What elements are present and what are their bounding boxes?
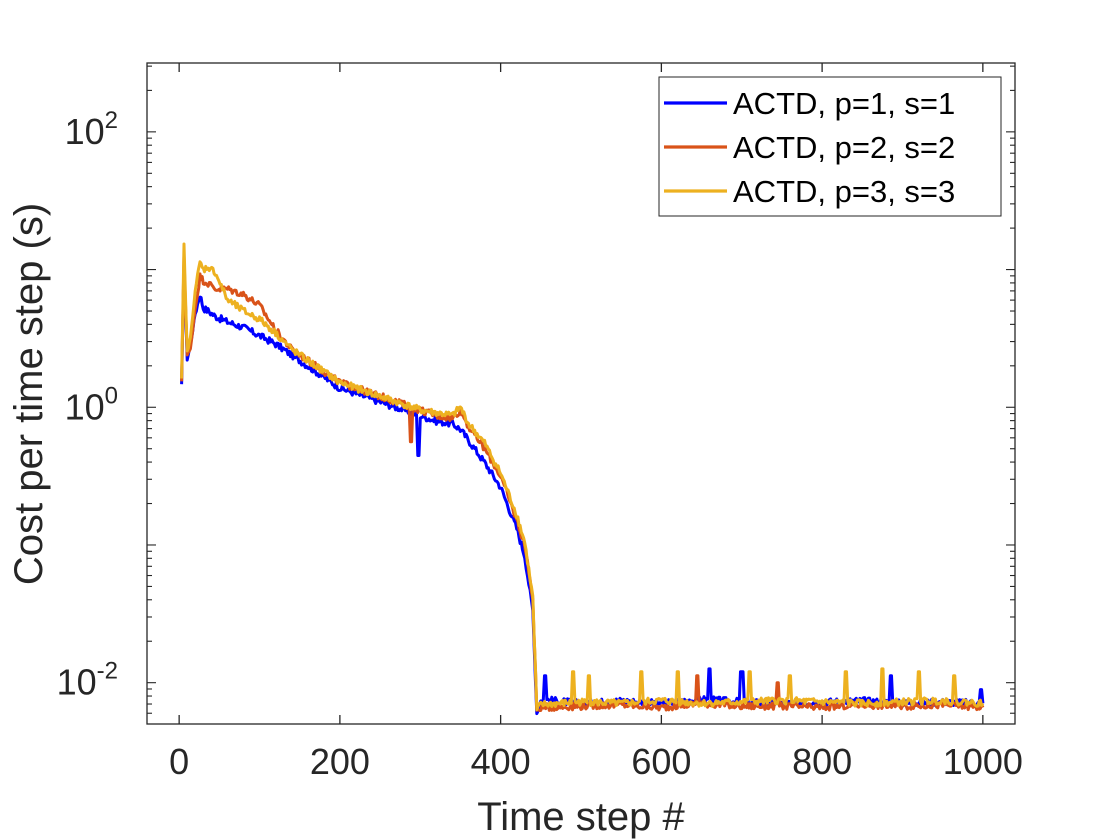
x-tick-label: 600: [631, 741, 691, 782]
x-tick-label: 1000: [943, 741, 1023, 782]
legend-label-2: ACTD, p=2, s=2: [733, 130, 955, 165]
y-tick-base: 10: [65, 386, 105, 427]
x-axis: 0 200 400 600 800 1000: [169, 63, 1023, 782]
y-tick-exponent: 0: [105, 382, 118, 409]
series-line-3: [180, 242, 985, 712]
x-tick-label: 800: [792, 741, 852, 782]
y-axis-label: Cost per time step (s): [7, 203, 51, 585]
y-tick-label: 10-2: [57, 658, 118, 703]
x-tick-label: 200: [310, 741, 370, 782]
y-tick-exponent: -2: [97, 658, 118, 685]
y-tick-label: 100: [65, 382, 118, 427]
x-tick-label: 400: [471, 741, 531, 782]
legend-label-1: ACTD, p=1, s=1: [733, 86, 955, 121]
y-tick-base: 10: [65, 111, 105, 152]
x-axis-label: Time step #: [477, 795, 685, 839]
legend: ACTD, p=1, s=1 ACTD, p=2, s=2 ACTD, p=3, s…: [658, 76, 1002, 217]
plot-lines: [180, 242, 985, 716]
x-tick-label: 0: [169, 741, 189, 782]
legend-label-3: ACTD, p=3, s=3: [733, 174, 955, 209]
y-tick-exponent: 2: [105, 107, 118, 134]
y-tick-base: 10: [57, 662, 97, 703]
y-tick-label: 102: [65, 107, 118, 152]
axes-box: [146, 62, 1016, 725]
